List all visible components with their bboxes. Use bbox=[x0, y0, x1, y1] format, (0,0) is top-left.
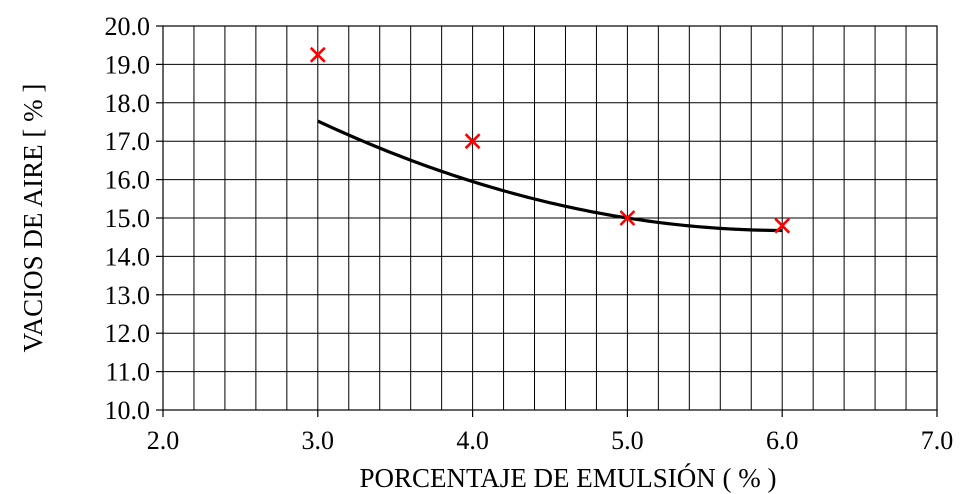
data-point-marker bbox=[464, 133, 481, 150]
x-tick-label: 2.0 bbox=[147, 426, 180, 455]
data-point-marker bbox=[619, 210, 636, 226]
y-tick-label: 10.0 bbox=[105, 396, 151, 425]
y-tick-label: 15.0 bbox=[105, 204, 151, 233]
y-tick-label: 14.0 bbox=[105, 242, 151, 271]
y-tick-label: 12.0 bbox=[105, 319, 151, 348]
y-tick-label: 11.0 bbox=[105, 358, 150, 387]
data-point-marker bbox=[774, 217, 791, 234]
x-axis-title: PORCENTAJE DE EMULSIÓN ( % ) bbox=[359, 463, 776, 493]
x-axis-ticks: 2.0 3.0 4.0 5.0 6.0 7.0 bbox=[147, 410, 954, 455]
y-tick-label: 13.0 bbox=[105, 281, 151, 310]
y-axis-ticks: 10.0 11.0 12.0 13.0 14.0 15.0 16.0 17.0 18.0 19.0… bbox=[105, 12, 163, 425]
x-tick-label: 3.0 bbox=[302, 426, 335, 455]
grid bbox=[163, 26, 937, 410]
data-point-marker bbox=[309, 46, 326, 63]
y-axis-title: VACIOS DE AIRE [ % ] bbox=[18, 84, 48, 353]
x-tick-label: 6.0 bbox=[766, 426, 799, 455]
y-tick-label: 16.0 bbox=[105, 166, 151, 195]
y-tick-label: 19.0 bbox=[105, 50, 151, 79]
y-tick-label: 20.0 bbox=[105, 12, 151, 41]
trendline bbox=[317, 119, 783, 233]
x-tick-label: 5.0 bbox=[611, 426, 644, 455]
data-markers bbox=[309, 46, 791, 234]
x-tick-label: 4.0 bbox=[456, 426, 489, 455]
y-tick-label: 18.0 bbox=[105, 89, 151, 118]
y-tick-label: 17.0 bbox=[105, 127, 151, 156]
x-tick-label: 7.0 bbox=[921, 426, 954, 455]
